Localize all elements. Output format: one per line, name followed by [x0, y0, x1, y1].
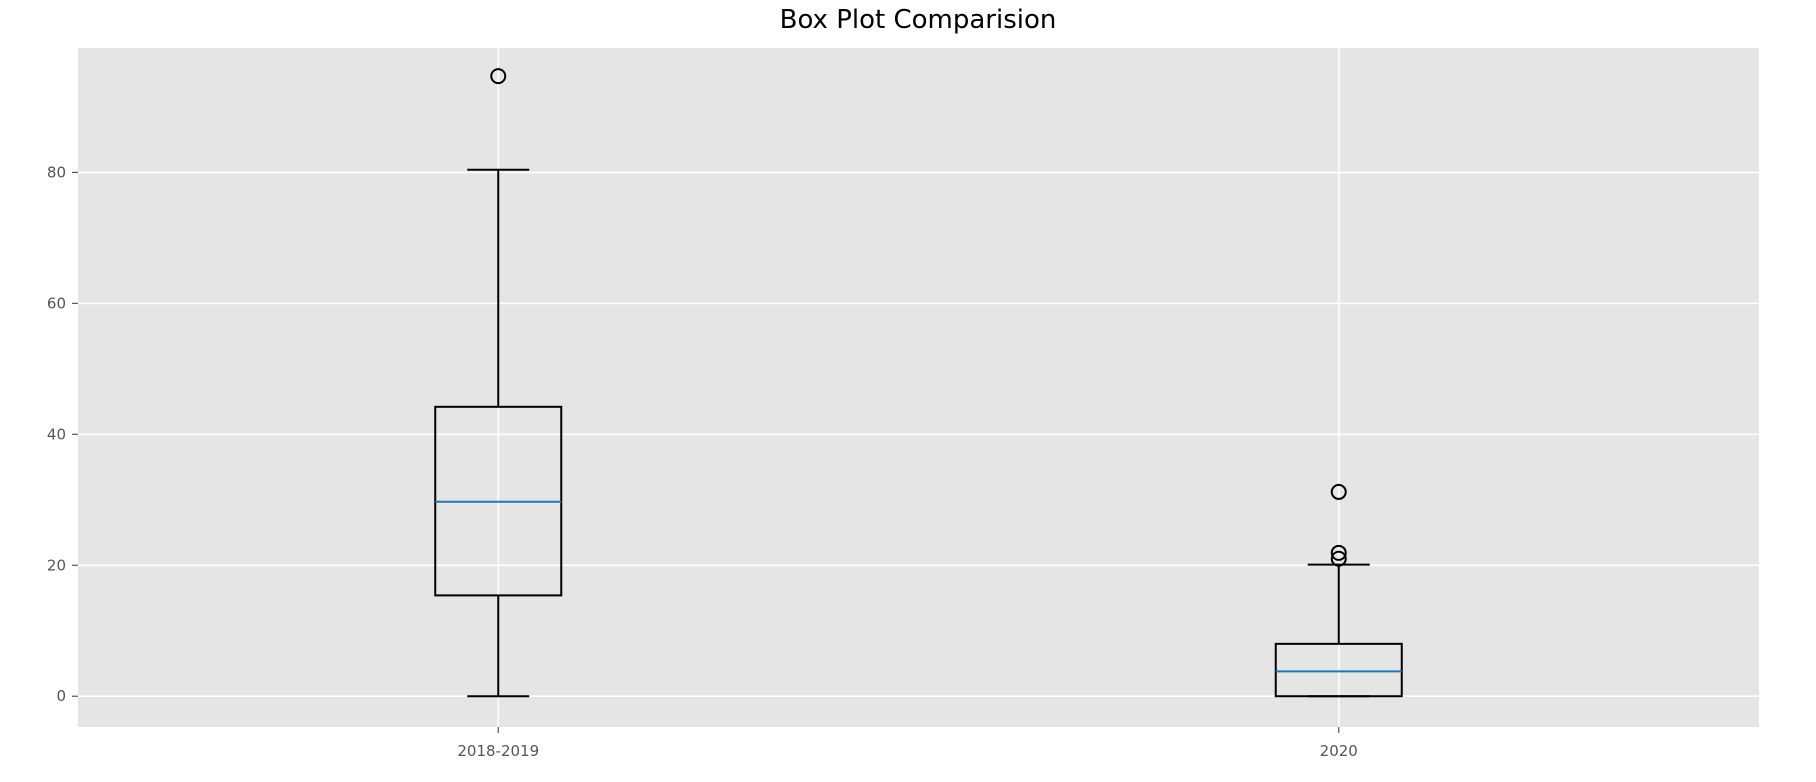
x-tick-label: 2018-2019 — [457, 742, 539, 760]
x-tick-label: 2020 — [1320, 742, 1358, 760]
outlier-point — [490, 68, 507, 85]
outlier-point — [1330, 544, 1347, 561]
box-group — [1274, 483, 1403, 698]
box-group — [434, 68, 563, 698]
y-tick-label: 60 — [47, 294, 66, 312]
y-tick-label: 0 — [56, 687, 66, 705]
axis-labels: 0 20 40 60 80 2018-2019 2020 — [47, 163, 1358, 760]
iqr-box — [1274, 642, 1403, 698]
y-tick-label: 80 — [47, 163, 66, 181]
plot-area-background — [78, 48, 1759, 727]
y-tick-label: 20 — [47, 556, 66, 574]
y-tick-label: 40 — [47, 425, 66, 443]
outlier-point — [1330, 550, 1347, 567]
chart-title: Box Plot Comparision — [780, 5, 1057, 35]
box-series — [434, 68, 1403, 698]
outlier-point — [1330, 483, 1347, 500]
